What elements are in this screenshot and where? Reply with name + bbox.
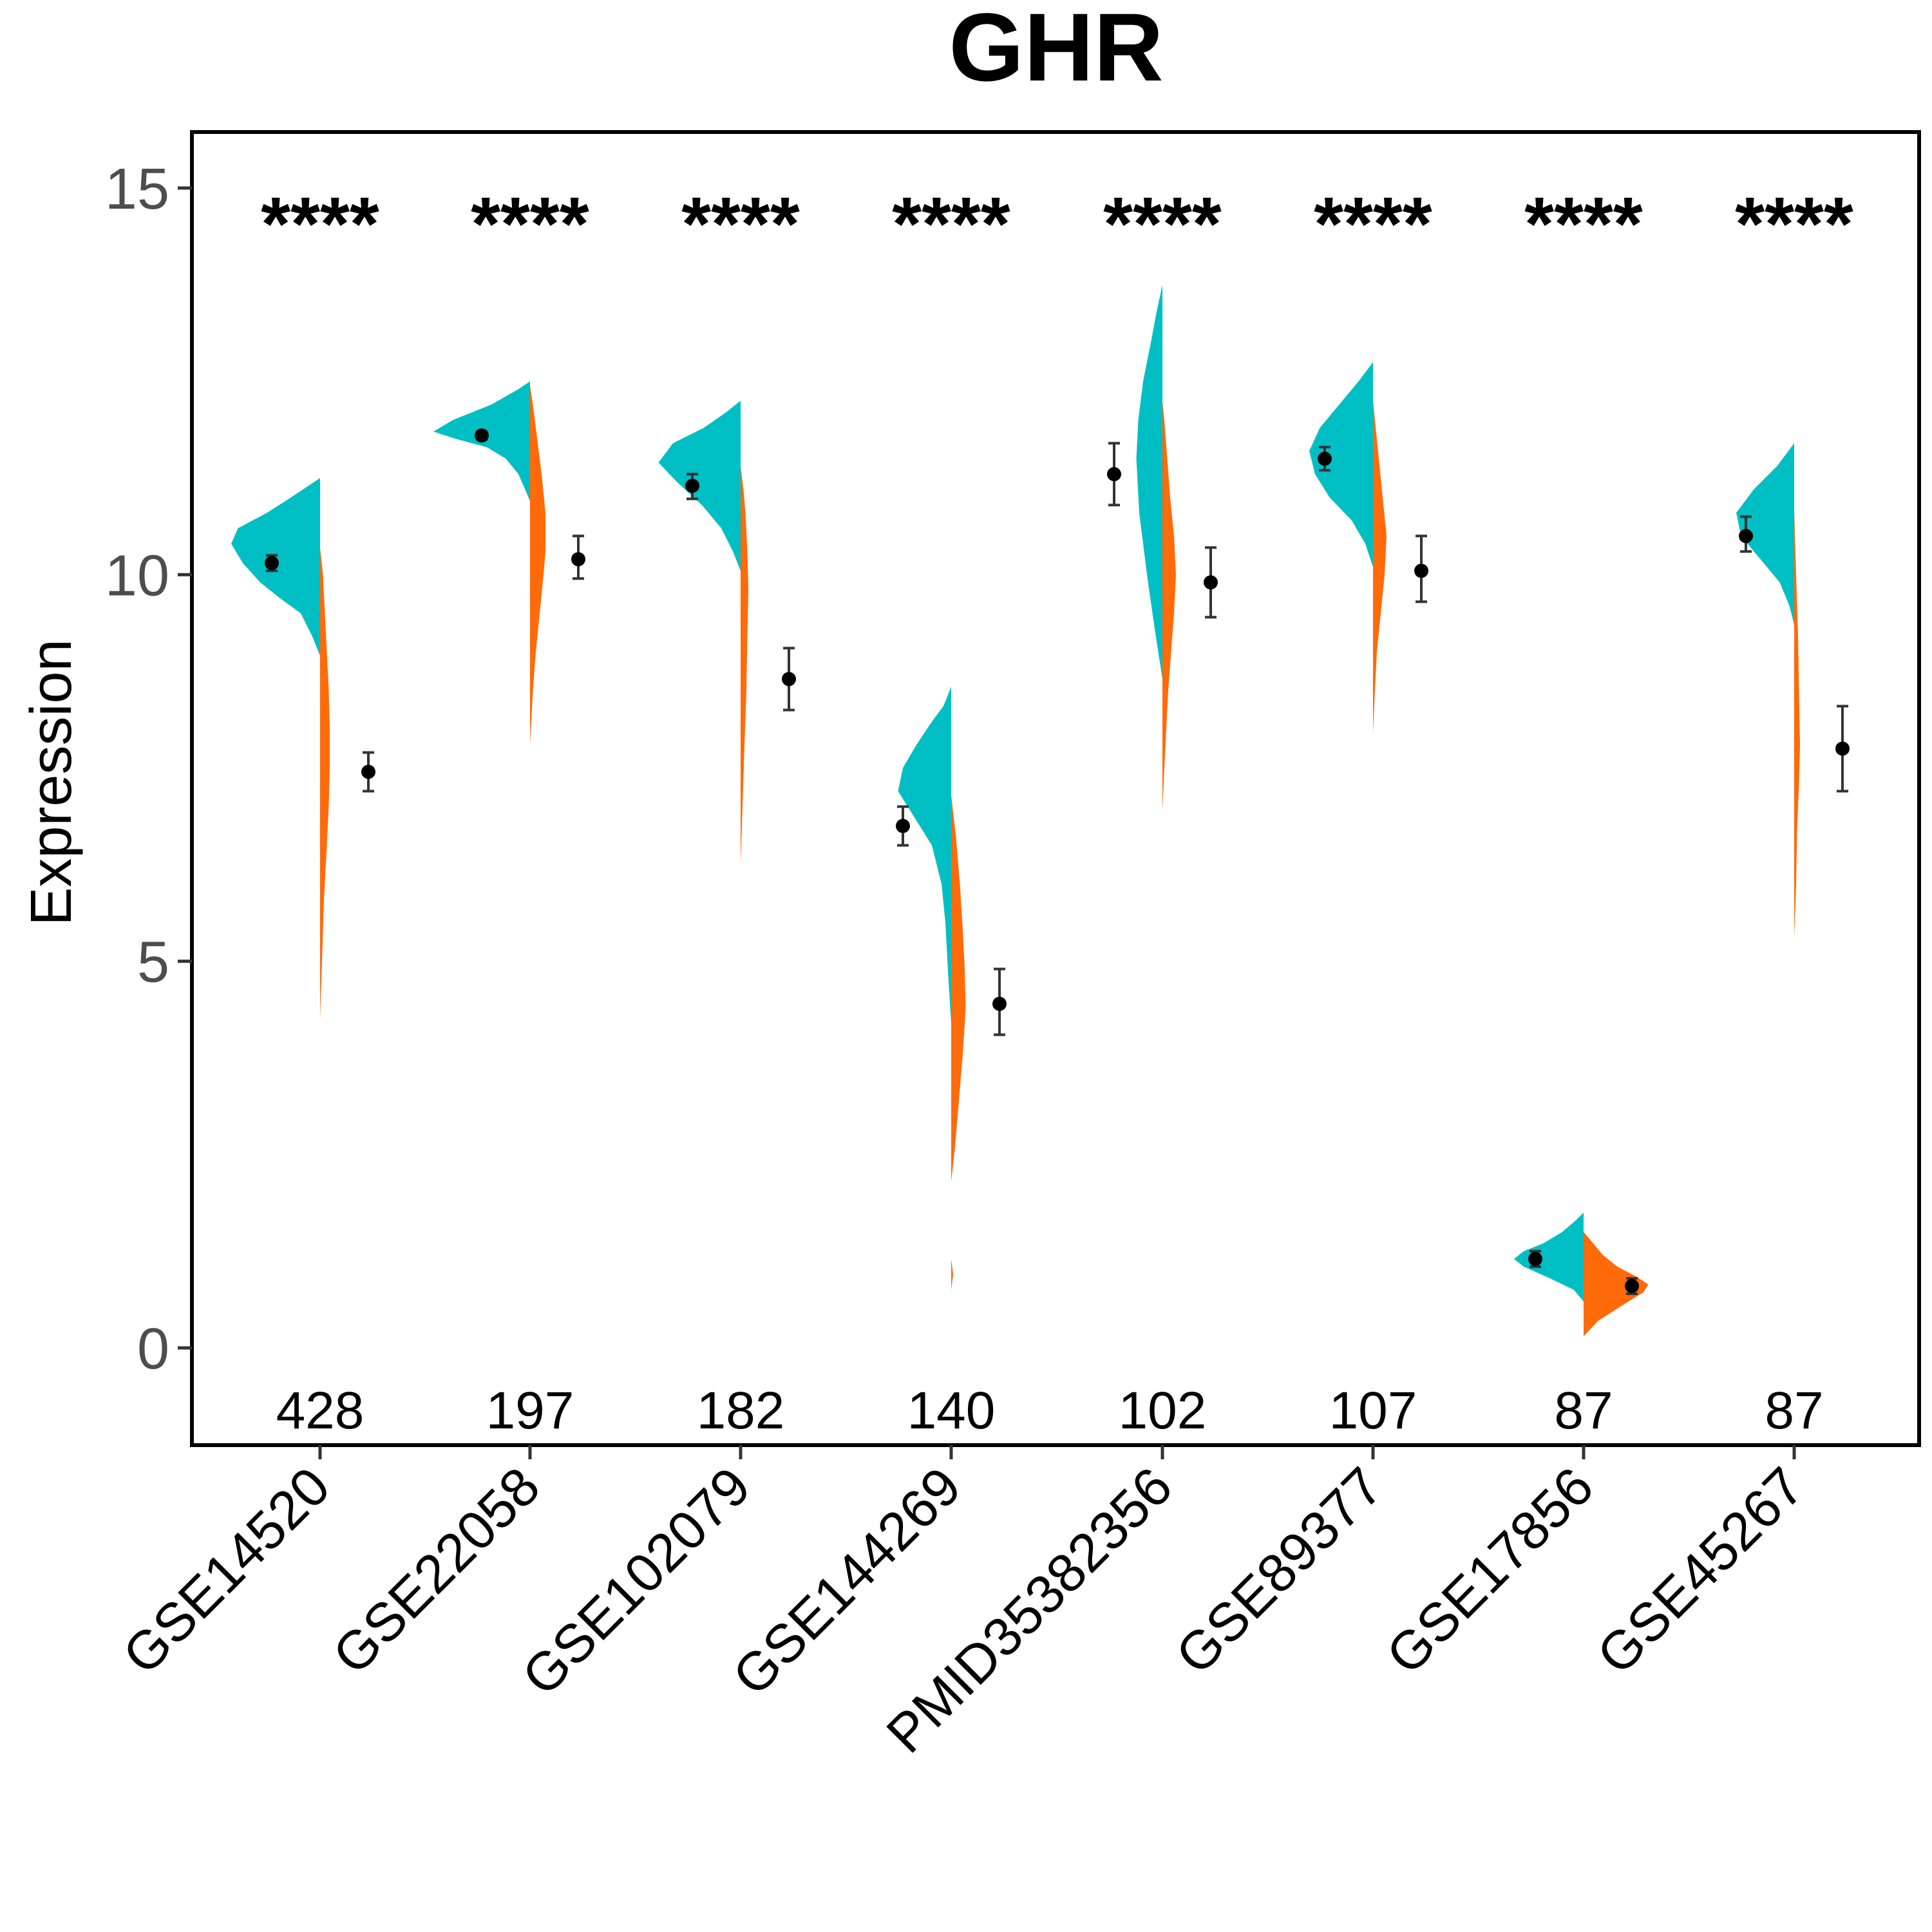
violin-half-1 xyxy=(898,687,951,1023)
x-tick-label: GSE17856 xyxy=(1375,1455,1605,1685)
x-tick-label: GSE45267 xyxy=(1586,1455,1815,1685)
mean-point xyxy=(1204,575,1218,590)
chart-title: GHR xyxy=(949,0,1163,101)
mean-point xyxy=(1107,467,1121,482)
sample-count-label: 107 xyxy=(1329,1381,1417,1440)
mean-point xyxy=(896,819,910,833)
significance-label: **** xyxy=(1524,182,1643,267)
violin-half-2 xyxy=(1373,401,1387,734)
mean-point xyxy=(1414,564,1428,578)
sample-count-label: 182 xyxy=(697,1381,785,1440)
mean-point xyxy=(475,428,489,443)
violin-half-2 xyxy=(951,795,966,1182)
violin-half-2 xyxy=(741,466,748,865)
violin-half-2 xyxy=(320,547,330,1019)
mean-point xyxy=(361,764,375,779)
mean-point xyxy=(1739,529,1753,544)
sample-count-label: 140 xyxy=(907,1381,996,1440)
mean-point xyxy=(1625,1278,1639,1293)
y-tick-label: 5 xyxy=(137,931,169,995)
x-tick-label: GSE22058 xyxy=(321,1455,551,1685)
mean-point xyxy=(1528,1251,1542,1266)
violin-half-2 xyxy=(530,385,545,745)
x-tick-label: GSE14520 xyxy=(111,1455,341,1685)
sample-count-label: 87 xyxy=(1765,1381,1823,1440)
mean-point xyxy=(571,552,585,567)
mean-point xyxy=(992,996,1007,1011)
significance-label: **** xyxy=(1103,182,1222,267)
violin-half-2 xyxy=(1584,1231,1649,1336)
violin-half-1 xyxy=(1736,443,1794,625)
violin-half-2 xyxy=(1162,401,1176,811)
sample-count-label: 428 xyxy=(276,1381,365,1440)
violin-half-2 xyxy=(1794,509,1800,938)
mean-point xyxy=(782,672,796,687)
y-tick-label: 0 xyxy=(137,1317,169,1381)
mean-point xyxy=(1835,741,1850,756)
significance-label: **** xyxy=(1314,182,1432,267)
plot-panel-border xyxy=(190,130,1921,1447)
mean-point xyxy=(265,556,279,571)
sample-count-label: 197 xyxy=(486,1381,574,1440)
significance-label: **** xyxy=(471,182,589,267)
violin-half-1 xyxy=(1309,362,1373,567)
violin-half-1 xyxy=(1136,285,1162,679)
y-tick-label: 10 xyxy=(105,544,169,608)
violin-half-1 xyxy=(1514,1212,1584,1302)
significance-label: **** xyxy=(892,182,1010,267)
sample-count-label: 102 xyxy=(1119,1381,1207,1440)
x-tick-label: GSE102079 xyxy=(511,1455,762,1707)
mean-point xyxy=(1318,451,1332,466)
mean-point xyxy=(685,478,699,493)
significance-label: **** xyxy=(681,182,800,267)
violin-fragment xyxy=(951,1258,953,1290)
significance-label: **** xyxy=(1735,182,1853,267)
violin-half-1 xyxy=(658,401,741,571)
y-axis-label: Expression xyxy=(19,639,84,925)
sample-count-label: 87 xyxy=(1554,1381,1613,1440)
y-tick-label: 15 xyxy=(105,157,169,222)
x-tick-label: GSE89377 xyxy=(1164,1455,1394,1685)
significance-label: **** xyxy=(261,182,379,267)
